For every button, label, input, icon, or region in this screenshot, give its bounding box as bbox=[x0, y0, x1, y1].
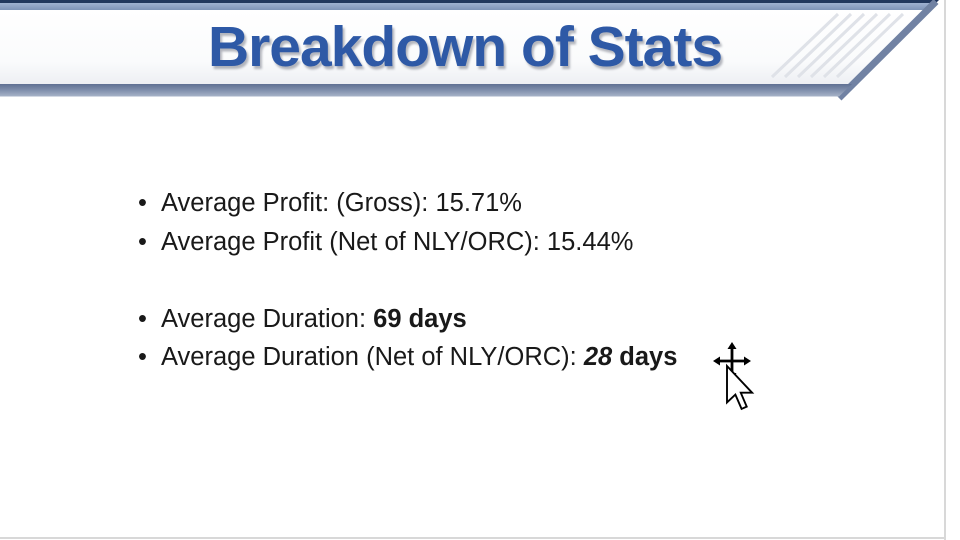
bullet-dot-icon: • bbox=[138, 189, 147, 217]
banner-body bbox=[0, 10, 929, 84]
bullet-text-segment-bold: days bbox=[612, 343, 678, 371]
bullet-dot-icon: • bbox=[138, 227, 147, 256]
bullet-text-segment: Average Duration (Net of NLY/ORC): bbox=[161, 343, 584, 371]
slide-bottom-edge bbox=[0, 537, 946, 539]
move-resize-cursor-icon bbox=[713, 342, 751, 380]
banner-hatch-lines-icon bbox=[770, 12, 905, 79]
stats-text-box[interactable]: • Average Profit: (Gross): 15.71% • Aver… bbox=[138, 184, 677, 377]
header-banner bbox=[0, 0, 939, 101]
banner-top-line bbox=[0, 0, 939, 3]
bullet-text-segment-bold: 69 days bbox=[373, 304, 467, 333]
banner-top-bar bbox=[0, 3, 936, 10]
banner-bottom-bar bbox=[0, 84, 852, 97]
arrow-pointer-icon bbox=[726, 363, 755, 411]
bullet-text-segment-bold-italic: 28 bbox=[583, 343, 613, 371]
cursor-overlay bbox=[713, 342, 755, 411]
bullet-item-avg-profit-gross: • Average Profit: (Gross): 15.71% bbox=[138, 184, 677, 223]
bullet-text: Average Duration (Net of NLY/ORC): 28 da… bbox=[161, 338, 677, 377]
banner-slant-border bbox=[836, 0, 939, 101]
bullet-item-avg-profit-net: • Average Profit (Net of NLY/ORC): 15.44… bbox=[138, 223, 677, 262]
slide-title[interactable]: Breakdown of Stats bbox=[207, 15, 723, 79]
bullet-text: Average Duration: 69 days bbox=[161, 300, 467, 339]
bullet-item-avg-duration-net: • Average Duration (Net of NLY/ORC): 28 … bbox=[138, 338, 677, 377]
bullet-text-segment: Average Duration: bbox=[161, 304, 374, 333]
bullet-text-segment: Average Profit (Net of NLY/ORC): 15.44% bbox=[161, 227, 634, 256]
bullet-text-segment: Average Profit: (Gross): 15.71% bbox=[161, 189, 522, 217]
bullet-text: Average Profit: (Gross): 15.71% bbox=[161, 184, 522, 223]
bullet-dot-icon: • bbox=[138, 304, 147, 333]
slide-right-edge bbox=[944, 0, 946, 540]
bullet-dot-icon: • bbox=[138, 343, 147, 371]
bullet-item-avg-duration: • Average Duration: 69 days bbox=[138, 300, 677, 339]
bullet-text: Average Profit (Net of NLY/ORC): 15.44% bbox=[161, 223, 633, 262]
